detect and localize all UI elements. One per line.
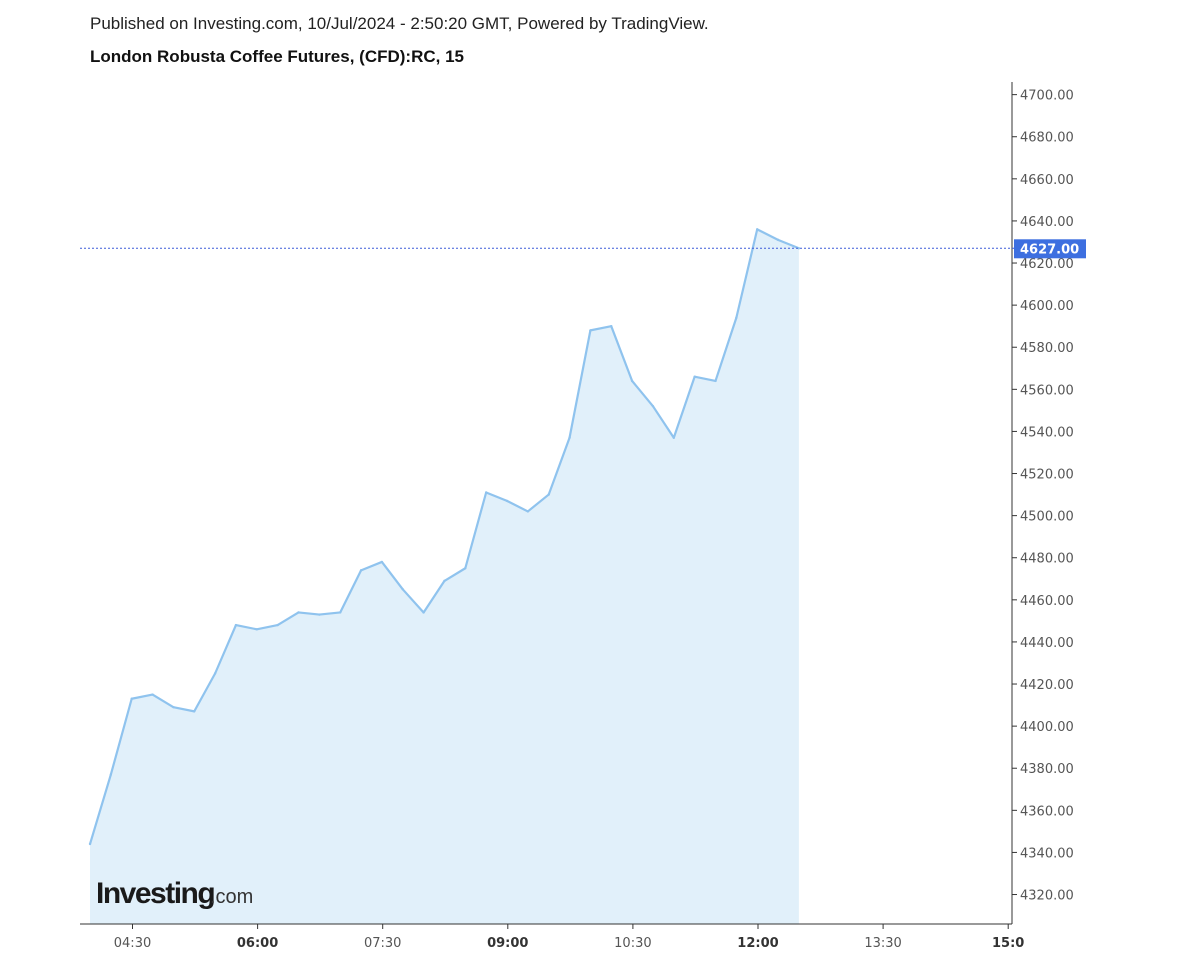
x-tick-label: 15:0	[992, 936, 1024, 951]
data-point	[672, 436, 675, 439]
y-tick-label: 4680.00	[1020, 131, 1074, 146]
data-point	[422, 611, 425, 614]
y-tick-label: 4460.00	[1020, 594, 1074, 609]
y-tick-label: 4700.00	[1020, 89, 1074, 104]
data-point	[630, 379, 634, 383]
data-point	[443, 579, 446, 583]
x-tick-label: 04:30	[114, 936, 151, 951]
y-tick-label: 4520.00	[1020, 468, 1074, 483]
axes-layer	[80, 82, 1013, 925]
data-point	[380, 560, 384, 564]
data-point	[130, 697, 133, 700]
x-axis-ticks: 04:30 06:00 07:30 09:00 10:30 12:00 13:30 15:0	[114, 924, 1024, 951]
data-point	[651, 404, 655, 408]
current-price-label: 4627.00	[1020, 242, 1079, 257]
y-tick-label: 4320.00	[1020, 889, 1074, 904]
y-tick-label: 4580.00	[1020, 341, 1074, 356]
x-tick-label: 09:00	[487, 936, 528, 951]
data-point	[589, 329, 592, 332]
published-note: Published on Investing.com, 10/Jul/2024 …	[90, 14, 709, 33]
data-point	[255, 628, 258, 631]
y-tick-label: 4540.00	[1020, 425, 1074, 440]
x-tick-label: 06:00	[237, 936, 278, 951]
y-tick-label: 4420.00	[1020, 678, 1074, 693]
x-tick-label: 07:30	[364, 936, 401, 951]
logo-sub-text: .com	[210, 886, 253, 908]
x-tick-label: 12:00	[737, 936, 778, 951]
investing-logo: Investing .com	[96, 877, 253, 910]
y-tick-label: 4360.00	[1020, 804, 1074, 819]
data-point	[151, 693, 154, 696]
current-price-layer: 4627.00	[80, 239, 1086, 259]
data-point	[776, 238, 780, 242]
data-point	[693, 375, 696, 378]
y-tick-label: 4400.00	[1020, 720, 1074, 735]
y-tick-label: 4620.00	[1020, 257, 1074, 272]
data-point	[484, 491, 488, 494]
logo-main-text: Investing	[96, 877, 214, 910]
data-point	[109, 773, 113, 776]
data-point	[526, 510, 530, 513]
y-tick-label: 4440.00	[1020, 636, 1074, 651]
x-tick-label: 13:30	[864, 936, 901, 951]
y-tick-label: 4380.00	[1020, 762, 1074, 777]
y-tick-label: 4660.00	[1020, 173, 1074, 188]
data-point	[318, 613, 321, 616]
y-axis-ticks: 4320.00 4340.00 4360.00 4380.00 4400.00 4420.…	[1012, 89, 1074, 904]
chart-title: London Robusta Coffee Futures, (CFD):RC,…	[90, 47, 464, 66]
data-point	[756, 228, 759, 231]
data-point	[297, 611, 300, 614]
data-point	[568, 436, 571, 439]
data-point	[735, 316, 738, 319]
data-point	[213, 672, 217, 675]
x-tick-label: 10:30	[614, 936, 651, 951]
data-point	[172, 705, 175, 709]
price-area	[90, 229, 799, 925]
y-tick-label: 4600.00	[1020, 299, 1074, 314]
y-tick-label: 4500.00	[1020, 510, 1074, 525]
data-point	[797, 247, 801, 250]
y-tick-label: 4560.00	[1020, 383, 1074, 398]
data-point	[401, 588, 404, 591]
data-point	[359, 569, 363, 572]
data-point	[193, 710, 196, 713]
data-point	[505, 499, 509, 503]
current-price-badge	[1014, 239, 1086, 259]
y-tick-label: 4480.00	[1020, 552, 1074, 567]
data-point	[234, 623, 238, 627]
data-point	[88, 842, 92, 846]
area-layer	[88, 228, 801, 925]
y-tick-label: 4640.00	[1020, 215, 1074, 230]
data-point	[610, 324, 613, 328]
data-point	[339, 611, 342, 614]
y-tick-label: 4340.00	[1020, 846, 1074, 861]
data-point	[276, 623, 279, 627]
data-point	[464, 567, 467, 570]
data-point	[547, 493, 550, 496]
data-point	[714, 379, 717, 383]
